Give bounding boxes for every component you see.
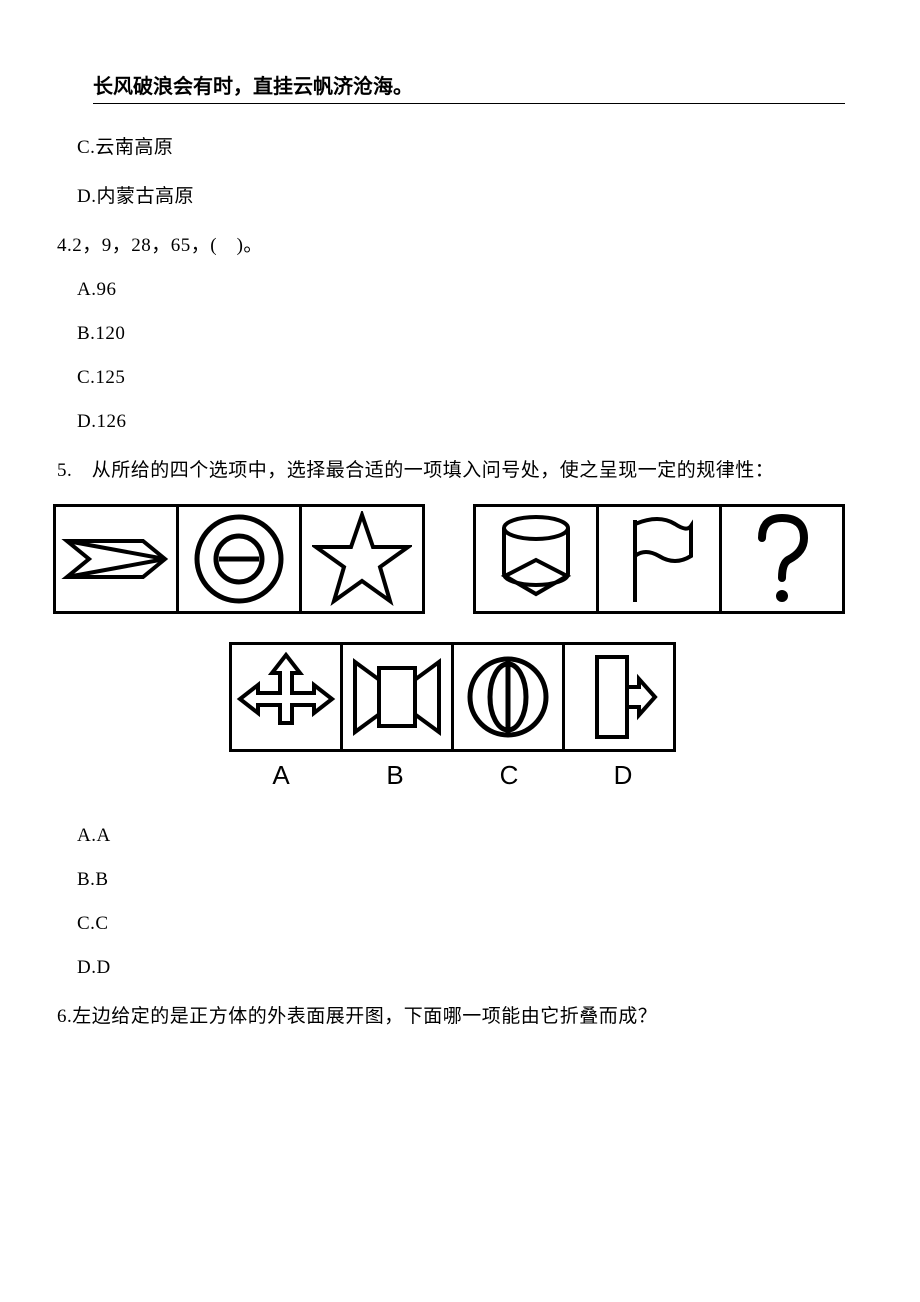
q5-right-cell-1 <box>473 504 599 614</box>
arrow-cross-icon <box>236 649 336 745</box>
q4-option-c: C.125 <box>77 367 855 389</box>
hexagon-arrow-icon <box>61 529 171 589</box>
flag-icon <box>619 512 699 606</box>
q5-option-a: A.A <box>77 825 855 847</box>
rect-arrow-icon <box>579 649 659 745</box>
star-icon <box>312 511 412 607</box>
q5-figure: A B C D <box>57 504 855 791</box>
cylinder-diamond-icon <box>491 512 581 606</box>
q5-option-labels: A B C D <box>49 760 855 791</box>
q5-opt-c-cell <box>451 642 565 752</box>
question-mark-icon <box>752 512 812 606</box>
q4-stem: 4.2，9，28，65，( )。 <box>57 230 855 257</box>
q5-opt-b-cell <box>340 642 454 752</box>
q4-option-b: B.120 <box>77 323 855 345</box>
q5-row1 <box>53 504 855 614</box>
q5-options-row <box>49 642 855 752</box>
q6-stem: 6.左边给定的是正方体的外表面展开图，下面哪一项能由它折叠而成？ <box>57 1001 855 1028</box>
q5-left-cell-1 <box>53 504 179 614</box>
page-header-quote: 长风破浪会有时，直挂云帆济沧海。 <box>93 70 855 105</box>
q5-opt-d-cell <box>562 642 676 752</box>
circle-split-icon <box>463 652 553 742</box>
q5-option-c: C.C <box>77 913 855 935</box>
circle-theta-icon <box>191 511 287 607</box>
q3-option-c: C.云南高原 <box>77 132 855 159</box>
q4-option-a: A.96 <box>77 279 855 301</box>
q5-label-d: D <box>566 760 680 791</box>
q5-left-cell-2 <box>176 504 302 614</box>
page: 长风破浪会有时，直挂云帆济沧海。 C.云南高原 D.内蒙古高原 4.2，9，28… <box>0 0 920 1028</box>
q5-options-quad <box>229 642 676 752</box>
q5-option-b: B.B <box>77 869 855 891</box>
q5-left-cell-3 <box>299 504 425 614</box>
q5-label-c: C <box>452 760 566 791</box>
q5-right-cell-2 <box>596 504 722 614</box>
q3-option-d: D.内蒙古高原 <box>77 181 855 208</box>
header-underline <box>93 103 845 104</box>
q5-label-a: A <box>224 760 338 791</box>
bowtie-rect-icon <box>349 650 445 744</box>
q5-label-b: B <box>338 760 452 791</box>
q5-opt-a-cell <box>229 642 343 752</box>
q5-left-triple <box>53 504 425 614</box>
q5-right-cell-3 <box>719 504 845 614</box>
q5-stem: 5. 从所给的四个选项中，选择最合适的一项填入问号处，使之呈现一定的规律性： <box>57 455 855 482</box>
q4-option-d: D.126 <box>77 411 855 433</box>
q5-option-d: D.D <box>77 957 855 979</box>
q5-right-triple <box>473 504 845 614</box>
